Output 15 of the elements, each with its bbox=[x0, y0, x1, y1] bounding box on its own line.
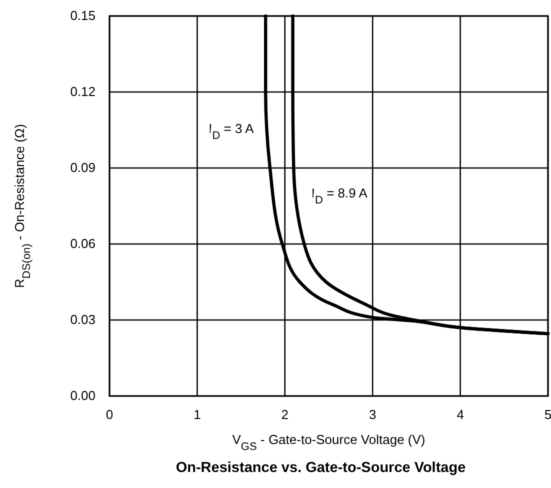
x-tick-label: 0 bbox=[106, 407, 114, 422]
x-tick-label: 3 bbox=[368, 407, 376, 422]
x-tick-label: 4 bbox=[456, 407, 464, 422]
y-tick-label: 0.00 bbox=[70, 388, 96, 404]
x-tick-label: 2 bbox=[281, 407, 289, 422]
x-tick-label: 1 bbox=[194, 407, 201, 422]
x-tick-label: 5 bbox=[544, 407, 551, 422]
y-tick-label: 0.06 bbox=[70, 236, 96, 252]
text: On-Resistance vs. Gate-to-Source Voltage bbox=[176, 460, 466, 476]
y-tick-label: 0.09 bbox=[70, 160, 96, 176]
y-tick-label: 0.12 bbox=[70, 84, 96, 100]
x-axis-title: V$_{GS}$ - Gate-to-Source Voltage (V) bbox=[232, 432, 426, 453]
y-tick-label: 0.03 bbox=[70, 312, 96, 328]
series-label: I$_{D}$ = 3 A bbox=[208, 121, 254, 142]
y-tick-label: 0.15 bbox=[70, 8, 96, 24]
